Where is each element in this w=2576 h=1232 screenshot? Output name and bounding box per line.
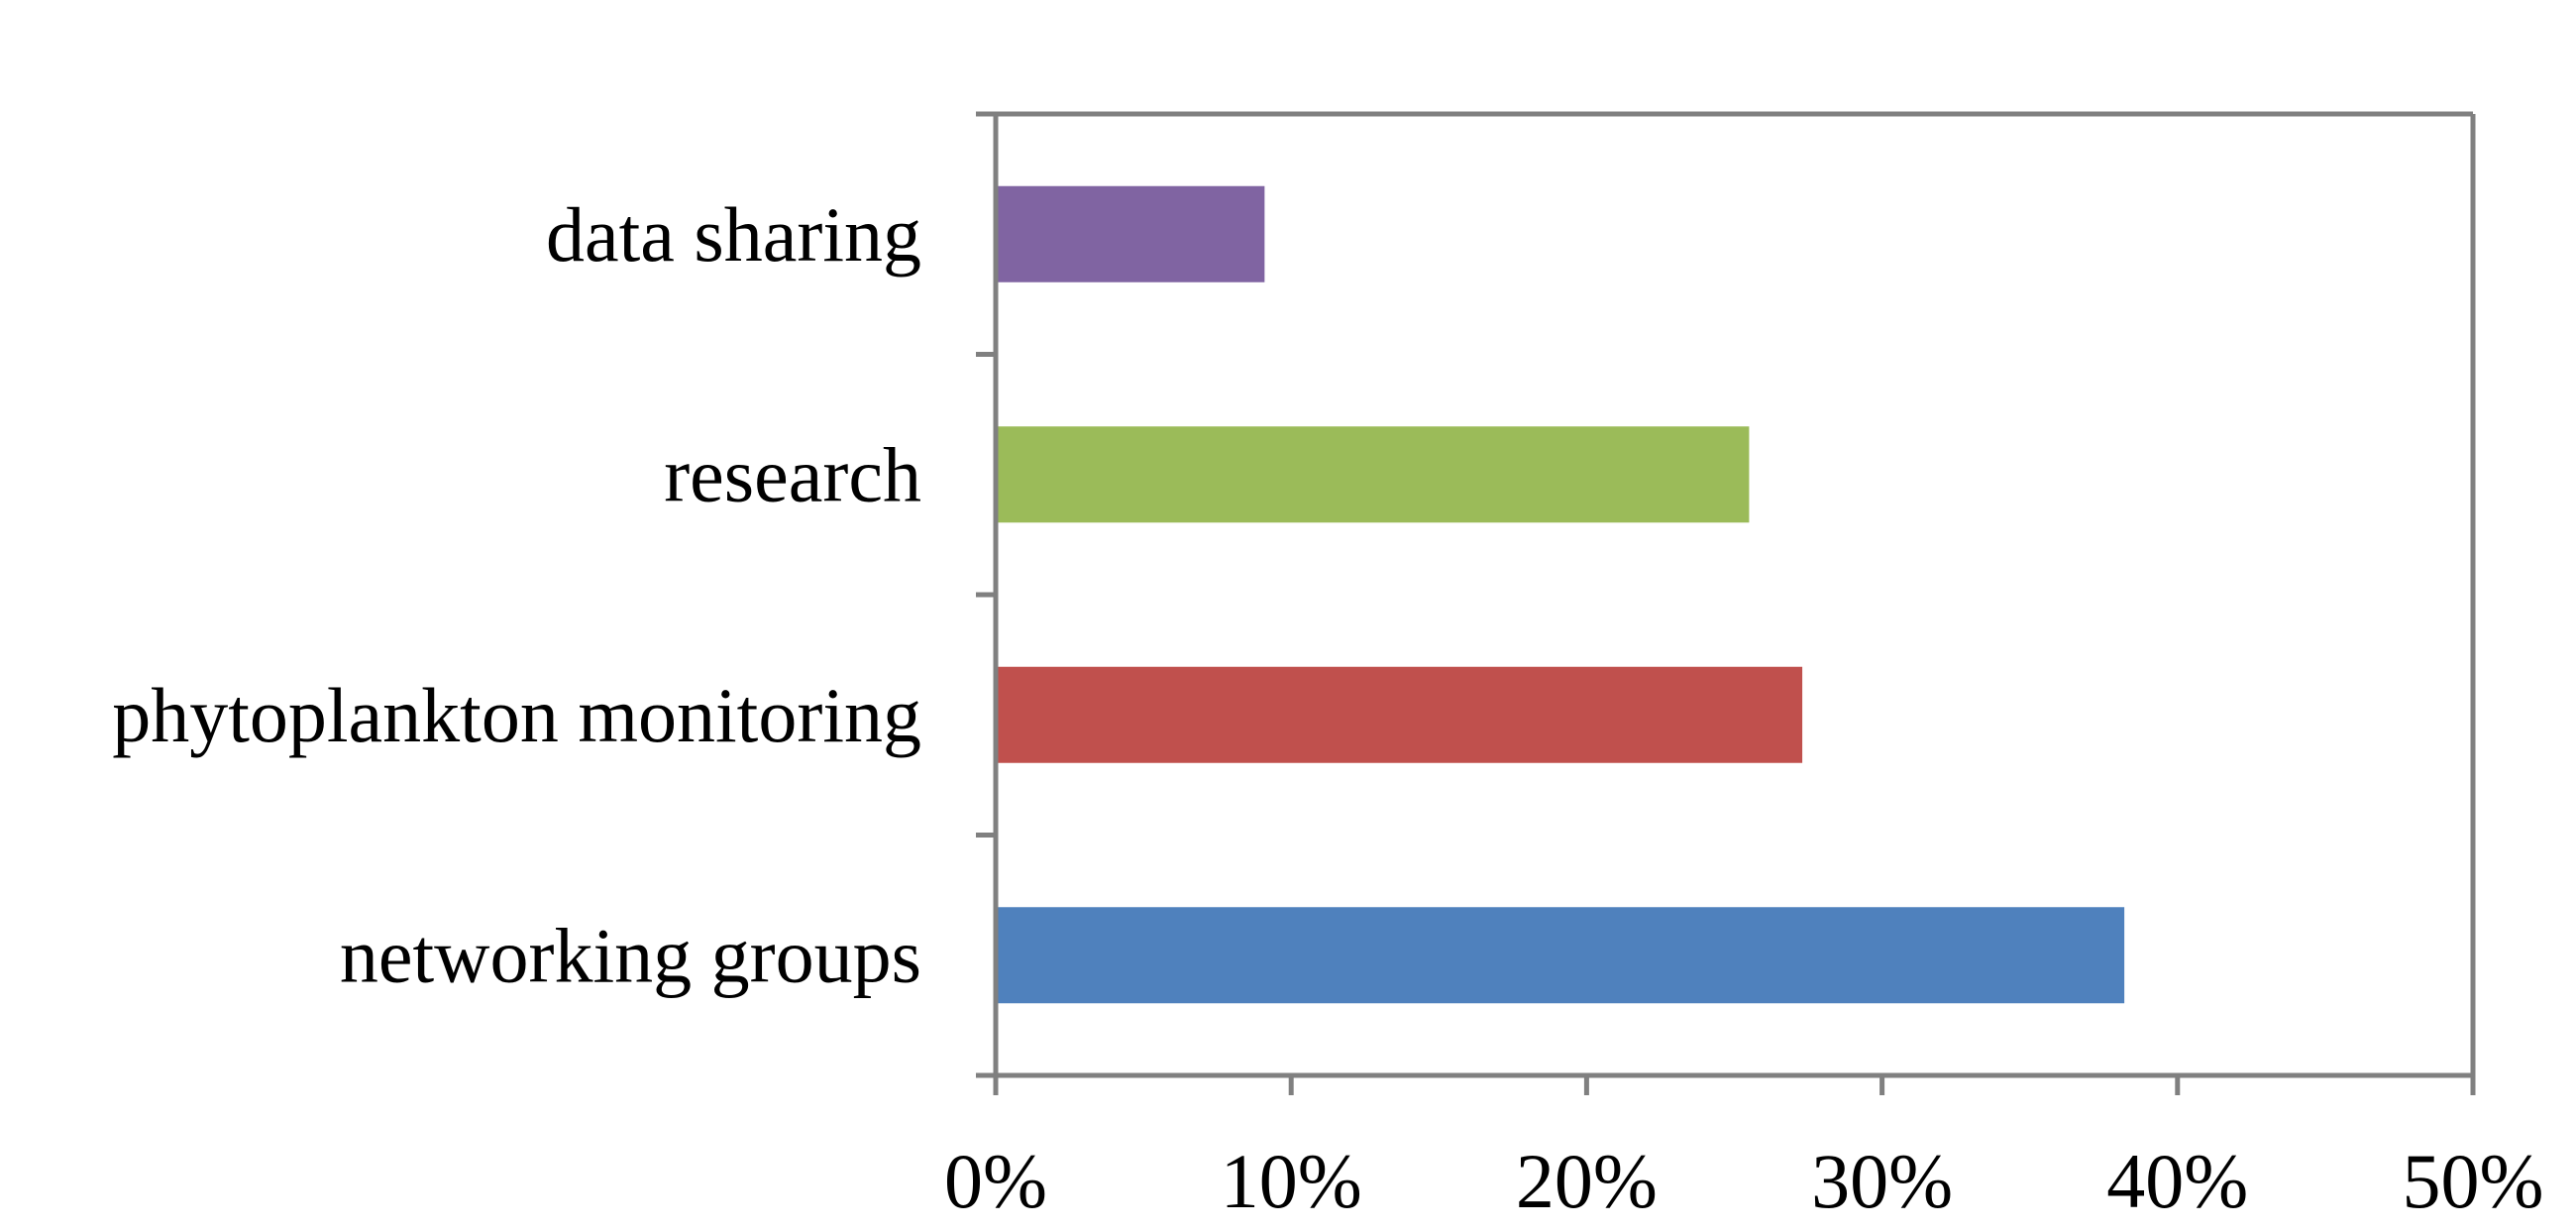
bar-phytoplankton-monitoring [996, 666, 1803, 763]
category-label-research: research [664, 431, 921, 517]
x-tick-label: 0% [944, 1138, 1047, 1224]
bar-research [996, 426, 1750, 523]
category-label-networking-groups: networking groups [340, 912, 921, 998]
bar-networking-groups [996, 907, 2125, 1004]
bar-data-sharing [996, 185, 1265, 282]
category-label-phytoplankton-monitoring: phytoplankton monitoring [112, 672, 921, 758]
category-labels-group: networking groups phytoplankton monitorin… [112, 191, 921, 999]
bars-group [996, 185, 2125, 1004]
x-tick-label: 20% [1516, 1138, 1658, 1224]
x-ticks-group [993, 1075, 2476, 1095]
x-tick-label: 50% [2403, 1138, 2544, 1224]
category-label-data-sharing: data sharing [546, 191, 921, 278]
y-ticks-group [976, 111, 996, 1078]
x-tick-label: 10% [1221, 1138, 1362, 1224]
x-tick-label: 40% [2106, 1138, 2248, 1224]
x-tick-labels-group: 0% 10% 20% 30% 40% 50% [944, 1138, 2543, 1224]
x-tick-label: 30% [1811, 1138, 1953, 1224]
